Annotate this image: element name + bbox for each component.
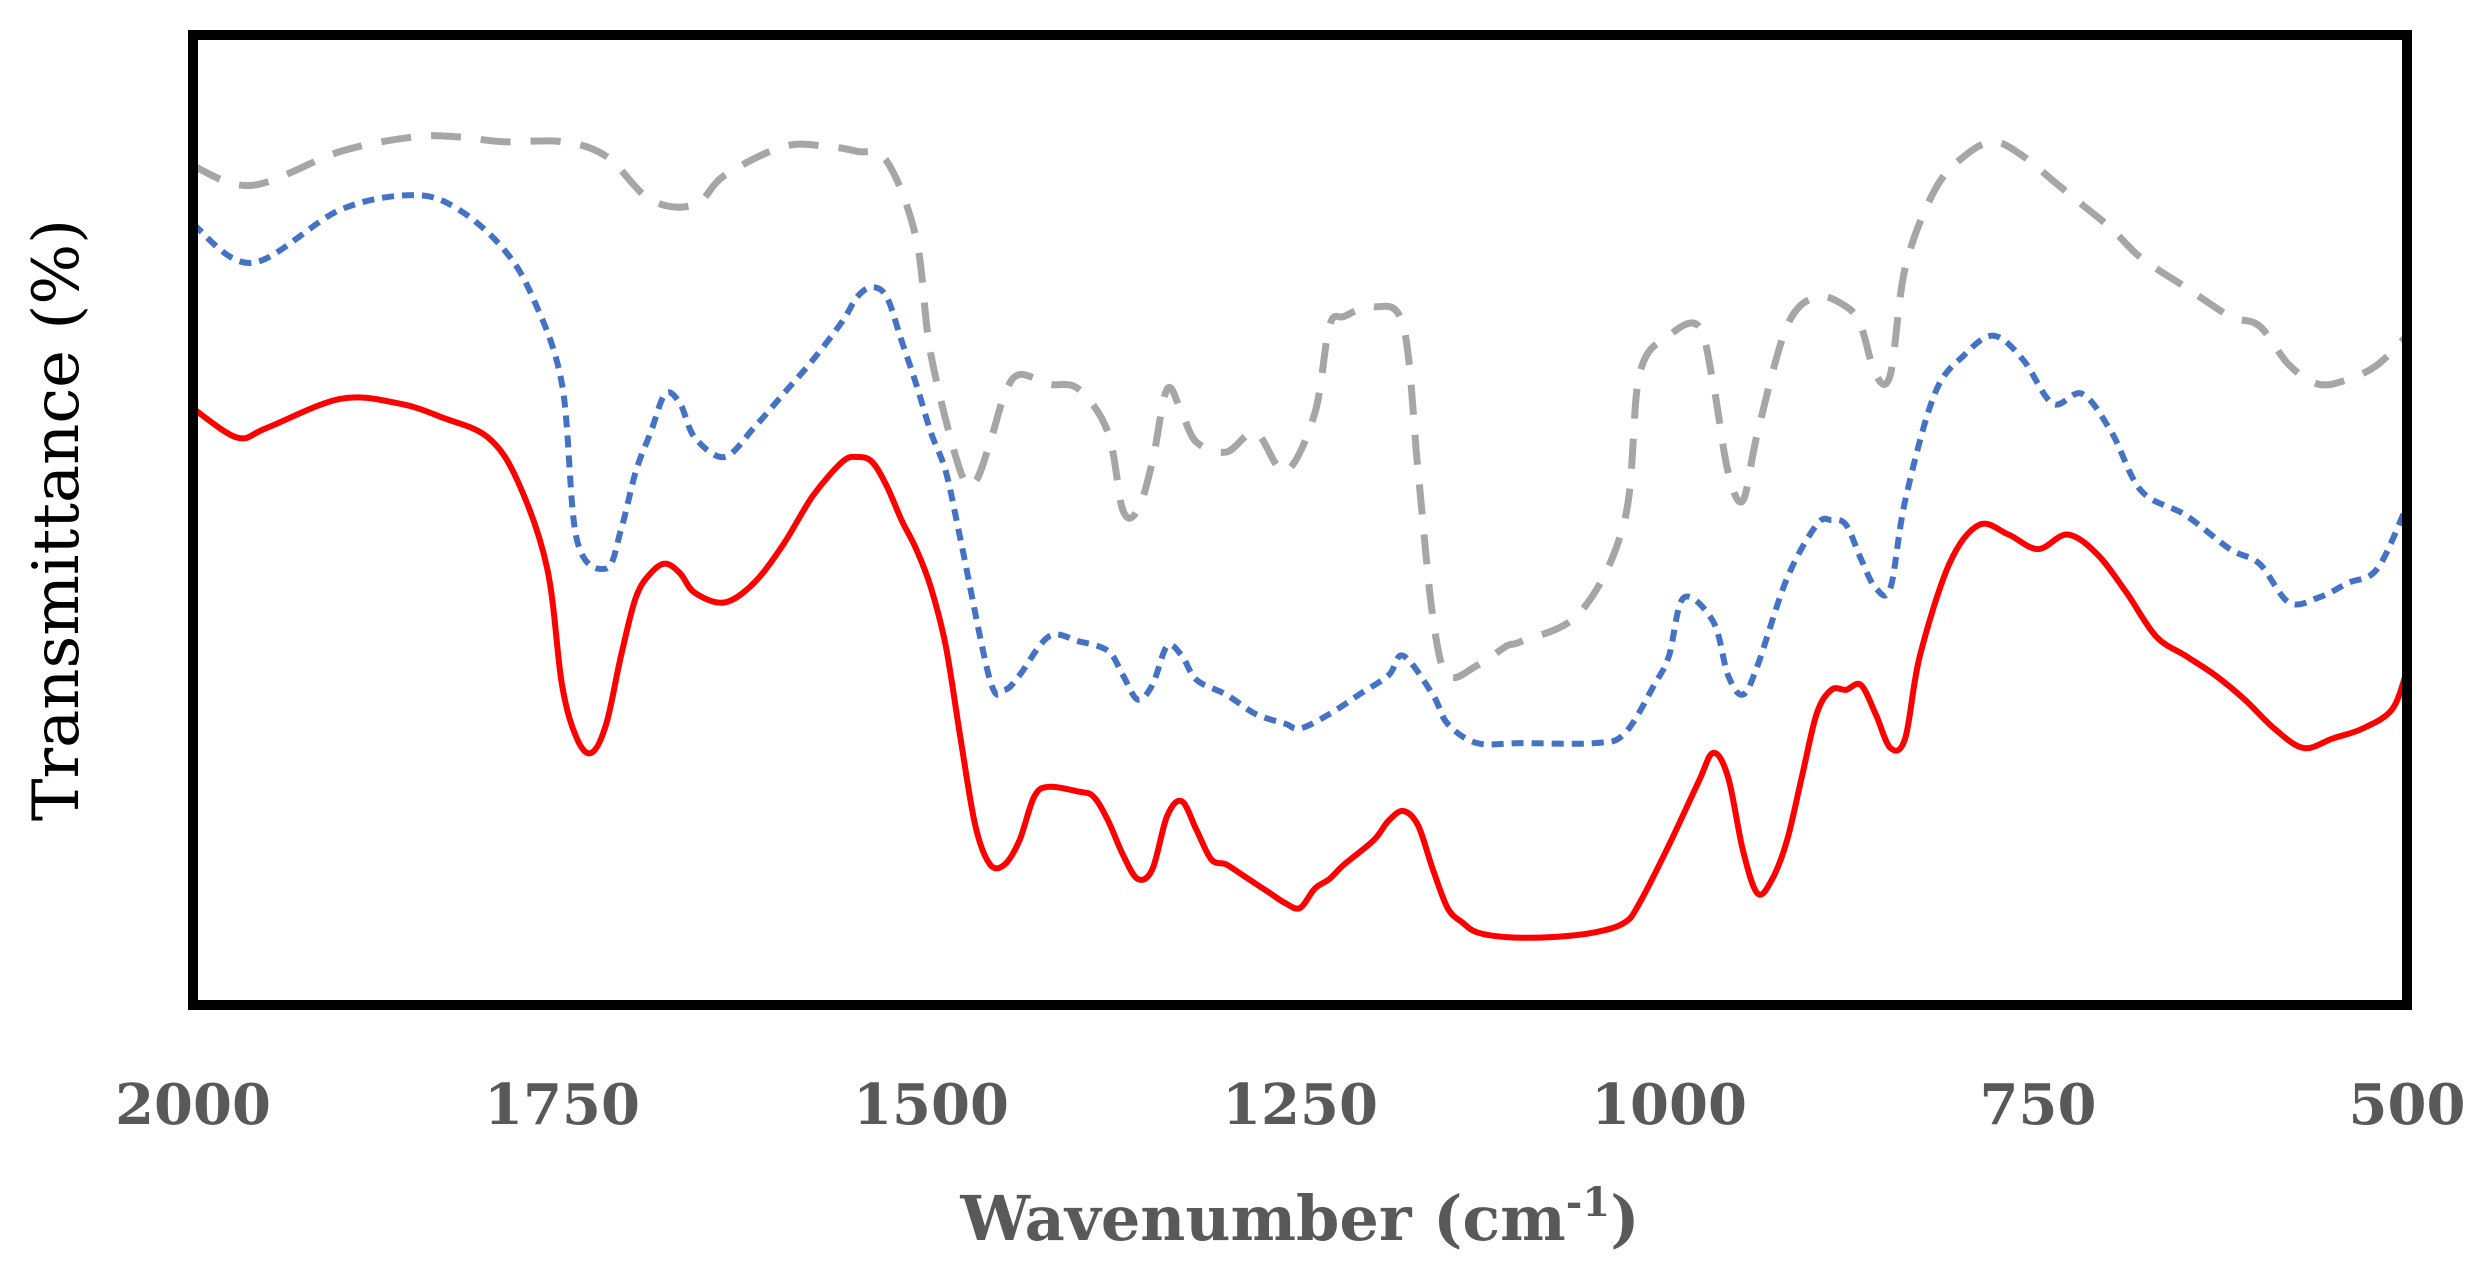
y-axis-label: Transmittance (%): [20, 219, 94, 821]
plot-frame: [188, 30, 2412, 1010]
x-tick-label-500: 500: [2349, 1072, 2466, 1138]
series-line-gray-dashed: [191, 132, 2410, 682]
x-tick-label-1750: 1750: [484, 1072, 640, 1138]
x-axis-label: Wavenumber (cm-1): [959, 1179, 1639, 1255]
x-tick-labels: 2000 1750 1500 1250 1000 750 500: [115, 1072, 2465, 1138]
x-tick-label-1500: 1500: [853, 1072, 1009, 1138]
x-tick-label-1250: 1250: [1222, 1072, 1378, 1138]
plot-area: [193, 35, 2407, 1005]
x-tick-label-750: 750: [1980, 1072, 2097, 1138]
x-tick-label-1000: 1000: [1591, 1072, 1747, 1138]
x-tick-label-2000: 2000: [115, 1072, 271, 1138]
series-line-red-solid: [191, 394, 2410, 941]
series-line-blue-dotted: [191, 192, 2410, 748]
series-group: [191, 132, 2410, 941]
